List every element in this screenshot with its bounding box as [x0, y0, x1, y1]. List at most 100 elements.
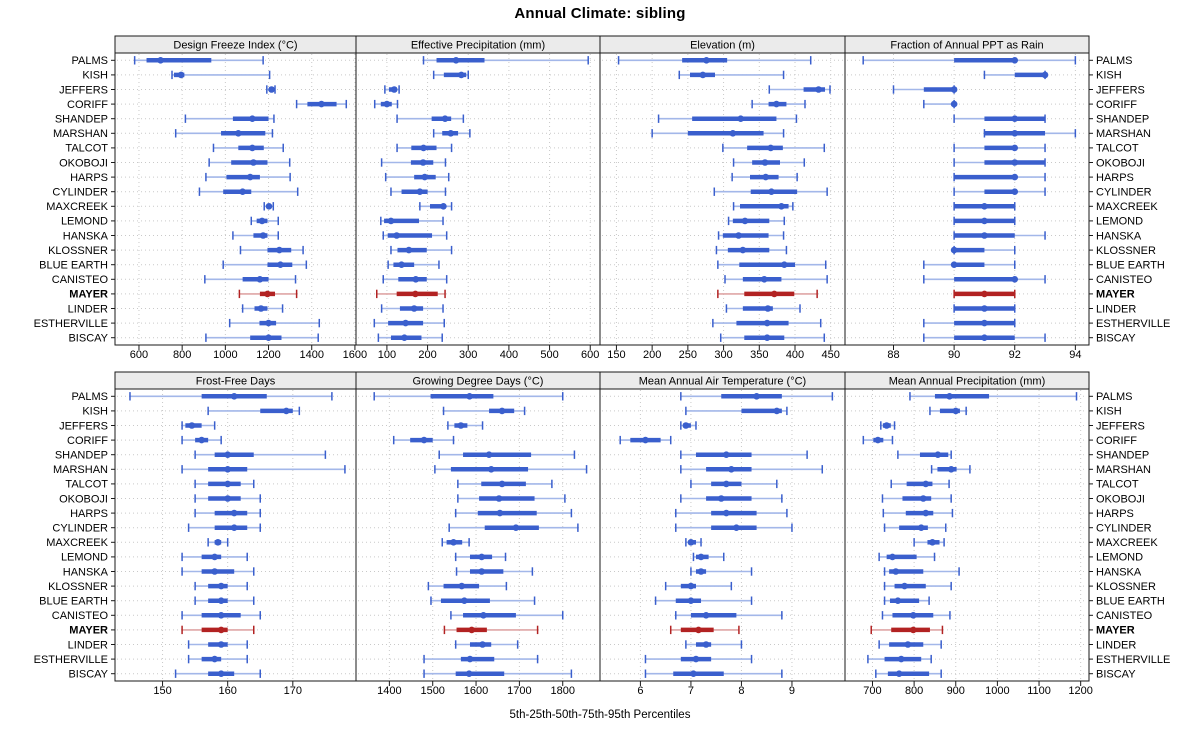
station-label-right: PALMS [1096, 55, 1132, 67]
median-dot [466, 393, 473, 400]
axis-tick-label: 600 [581, 349, 599, 361]
median-dot [737, 115, 745, 122]
median-dot [981, 319, 988, 327]
percentile-row-palms [422, 56, 589, 65]
median-dot [892, 568, 900, 575]
median-dot [699, 71, 707, 79]
median-dot [753, 393, 760, 400]
percentile-row-marshan [680, 465, 824, 474]
percentile-row-harps [675, 508, 788, 518]
percentile-row-mayer [870, 625, 944, 635]
median-dot [981, 290, 988, 298]
percentile-row-canisteo [450, 611, 564, 620]
median-dot [188, 422, 196, 429]
percentile-row-lemond [181, 552, 248, 562]
percentile-row-blue-earth [717, 260, 827, 269]
station-label-left: PALMS [72, 391, 108, 403]
percentile-row-talcot [890, 479, 950, 489]
panel-title: Elevation (m) [690, 40, 755, 52]
axis-tick-label: 800 [905, 685, 923, 697]
median-dot [258, 217, 266, 225]
percentile-row-talcot [690, 479, 778, 489]
station-label-right: CYLINDER [1096, 523, 1152, 535]
station-label-right: KLOSSNER [1096, 581, 1156, 593]
median-dot [239, 188, 246, 195]
station-label-left: TALCOT [65, 479, 108, 491]
percentile-row-klossner [194, 581, 248, 591]
axis-tick-label: 170 [284, 685, 302, 697]
panel-plot-area [599, 388, 846, 682]
median-dot [981, 203, 988, 210]
percentile-row-palms [862, 56, 1077, 65]
percentile-row-biscay [423, 669, 573, 678]
panel-effective-precipitation-mm: 100 200 300 400 500 600 Effective Precipitatio… [355, 35, 601, 361]
axis-tick-label: 600 [130, 349, 148, 361]
median-dot [458, 71, 465, 79]
median-dot [1041, 71, 1049, 79]
percentile-row-lemond [380, 216, 444, 226]
median-dot [265, 334, 272, 342]
station-label-right: MARSHAN [1096, 464, 1151, 476]
median-dot [981, 217, 988, 225]
median-dot [416, 188, 424, 195]
percentile-row-kish [207, 406, 301, 416]
median-dot [703, 57, 710, 64]
median-dot [211, 568, 218, 575]
median-dot [950, 86, 958, 93]
station-label-right: KISH [1096, 70, 1122, 82]
median-dot [934, 451, 942, 459]
percentile-row-talcot [457, 479, 553, 489]
axis-tick-label: 1000 [213, 349, 237, 361]
axis-tick-label: 7 [688, 685, 694, 697]
station-label-right: HANSKA [1096, 566, 1142, 578]
median-dot [496, 509, 504, 517]
median-dot [479, 641, 486, 648]
percentile-row-klossner [883, 581, 952, 591]
median-dot [735, 232, 742, 239]
percentile-row-linder [187, 640, 248, 649]
median-dot [402, 319, 409, 327]
median-dot [702, 612, 710, 619]
percentile-row-coriff [619, 435, 672, 445]
percentile-row-klossner [390, 245, 453, 255]
percentile-row-cylinder [198, 187, 299, 196]
median-dot [733, 524, 740, 531]
median-dot [697, 553, 705, 561]
station-label-left: ESTHERVILLE [34, 318, 108, 330]
station-label-left: MARSHAN [53, 464, 108, 476]
median-dot [763, 334, 771, 342]
median-dot [264, 290, 271, 298]
median-dot [950, 100, 958, 108]
median-dot [498, 407, 506, 415]
percentile-row-lemond [953, 216, 1016, 226]
median-dot [383, 100, 391, 108]
axis-tick-label: 350 [750, 349, 768, 361]
median-dot [318, 100, 325, 108]
median-dot [412, 290, 419, 298]
percentile-row-linder [380, 304, 444, 313]
percentile-row-marshan [174, 129, 274, 138]
median-dot [465, 670, 473, 677]
percentile-row-kish [678, 70, 785, 80]
percentile-row-maxcreek [263, 202, 275, 211]
station-label-right: CORIFF [1096, 99, 1137, 111]
percentile-row-okoboji [457, 494, 566, 503]
median-dot [950, 261, 958, 269]
station-label-left: HANSKA [63, 230, 109, 242]
station-label-right: HANSKA [1096, 230, 1142, 242]
percentile-row-canisteo [675, 611, 783, 620]
station-label-right: HARPS [1096, 172, 1134, 184]
percentile-row-linder [685, 640, 743, 649]
median-dot [741, 217, 749, 225]
median-dot [211, 655, 218, 663]
median-dot [1011, 57, 1019, 64]
percentile-row-blue-earth [883, 596, 930, 605]
station-label-left: KLOSSNER [48, 245, 108, 257]
panel-header [844, 371, 1090, 390]
percentile-row-jeffers [447, 421, 484, 430]
axis-tick-label: 1400 [377, 685, 401, 697]
percentile-row-okoboji [208, 158, 291, 167]
median-dot [257, 305, 265, 312]
median-dot [682, 422, 690, 429]
